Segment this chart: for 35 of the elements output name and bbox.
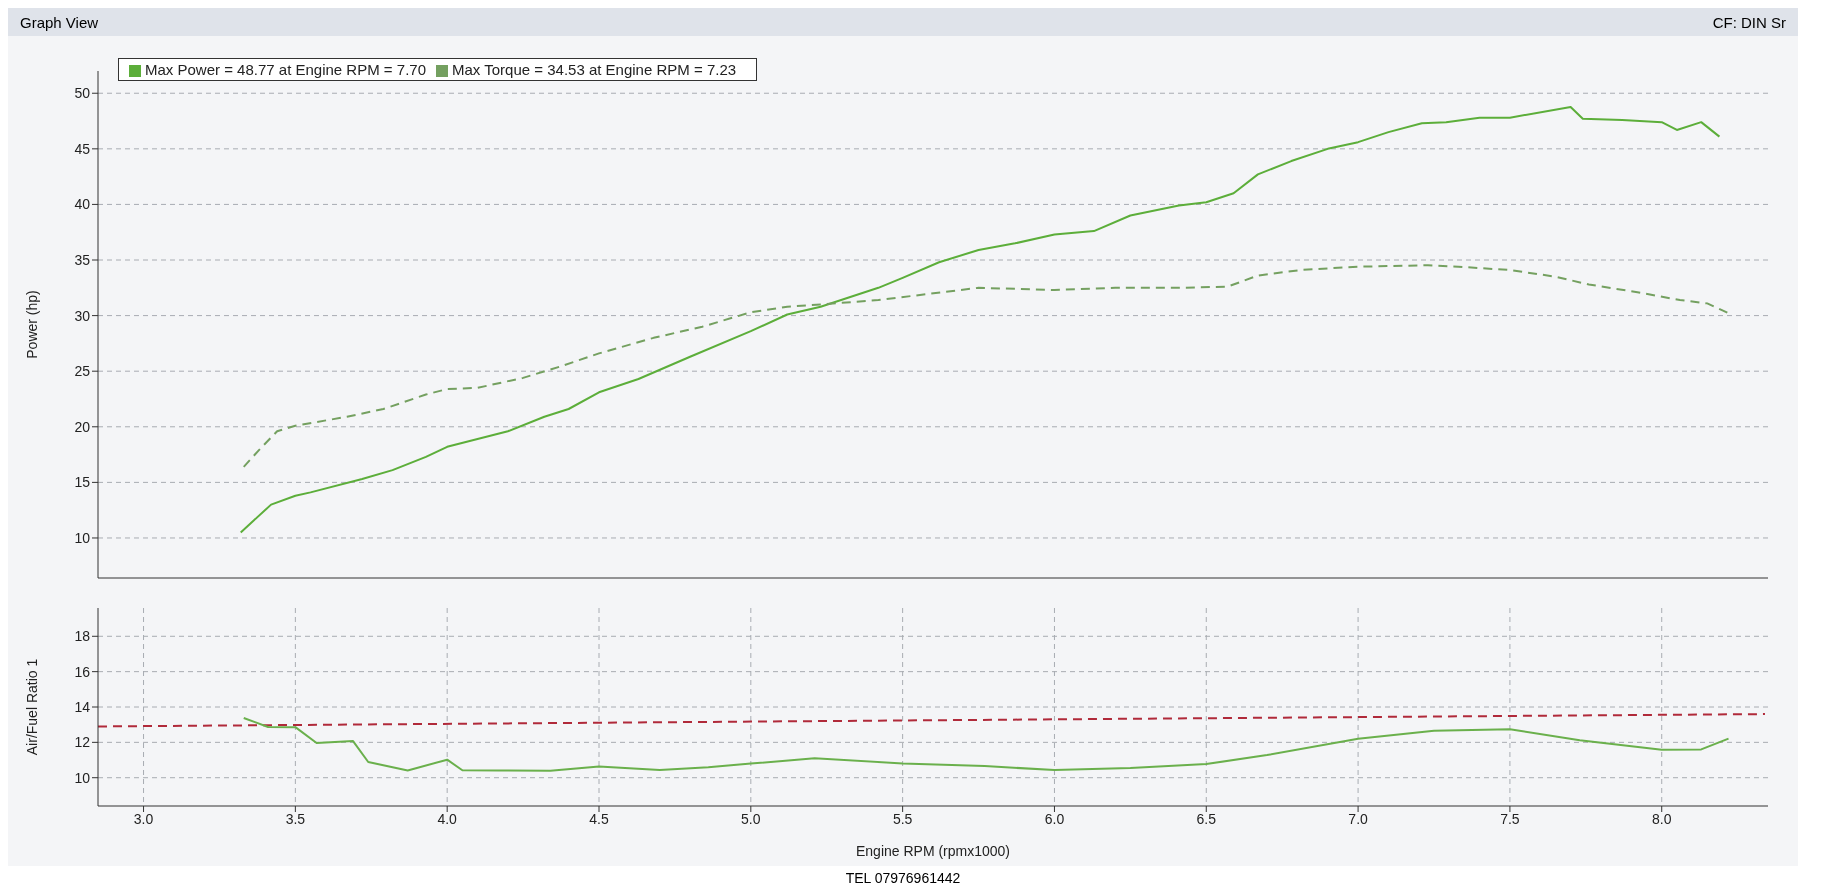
x-tick-label: 3.0 [133,810,154,827]
x-tick-label: 6.0 [1044,810,1065,827]
x-tick-label: 7.5 [1500,810,1520,827]
x-tick-label: 6.5 [1196,810,1217,827]
x-tick-label: 4.0 [437,810,458,827]
y-tick-label: 10 [74,529,91,546]
legend-label: Max Torque = 34.53 at Engine RPM = 7.23 [452,61,737,78]
x-tick-label: 5.5 [892,810,913,827]
x-tick-label: 5.0 [741,810,761,827]
y-axis-title: Power (hp) [23,290,40,359]
text: TEL 07976961442 [844,870,962,886]
y-tick-label: 30 [74,307,91,324]
line-series [239,105,1721,534]
y-tick-label: 45 [74,140,91,157]
y-tick-label: 25 [74,363,91,380]
y-tick-label: 18 [74,628,91,645]
y-tick-label: 40 [74,196,91,213]
text: CF: DIN Sr [1711,13,1787,31]
y-tick-label: 14 [74,698,91,715]
y-tick-label: 35 [74,251,91,268]
line-series [242,716,1730,772]
legend-label: Max Power = 48.77 at Engine RPM = 7.70 [145,61,426,78]
x-tick-label: 3.5 [285,810,306,827]
x-tick-label: 8.0 [1651,810,1672,827]
x-axis-title: Engine RPM (rpmx1000) [855,843,1011,859]
y-tick-label: 50 [74,85,91,102]
y-tick-label: 10 [74,769,91,786]
y-tick-label: 20 [74,418,91,435]
y-tick-label: 16 [74,663,91,680]
text: Graph View [19,13,100,31]
y-tick-label: 12 [74,734,91,751]
y-axis-title: Air/Fuel Ratio 1 [23,658,40,756]
x-tick-label: 7.0 [1348,810,1369,827]
x-tick-label: 4.5 [589,810,609,827]
y-tick-label: 15 [74,474,91,491]
